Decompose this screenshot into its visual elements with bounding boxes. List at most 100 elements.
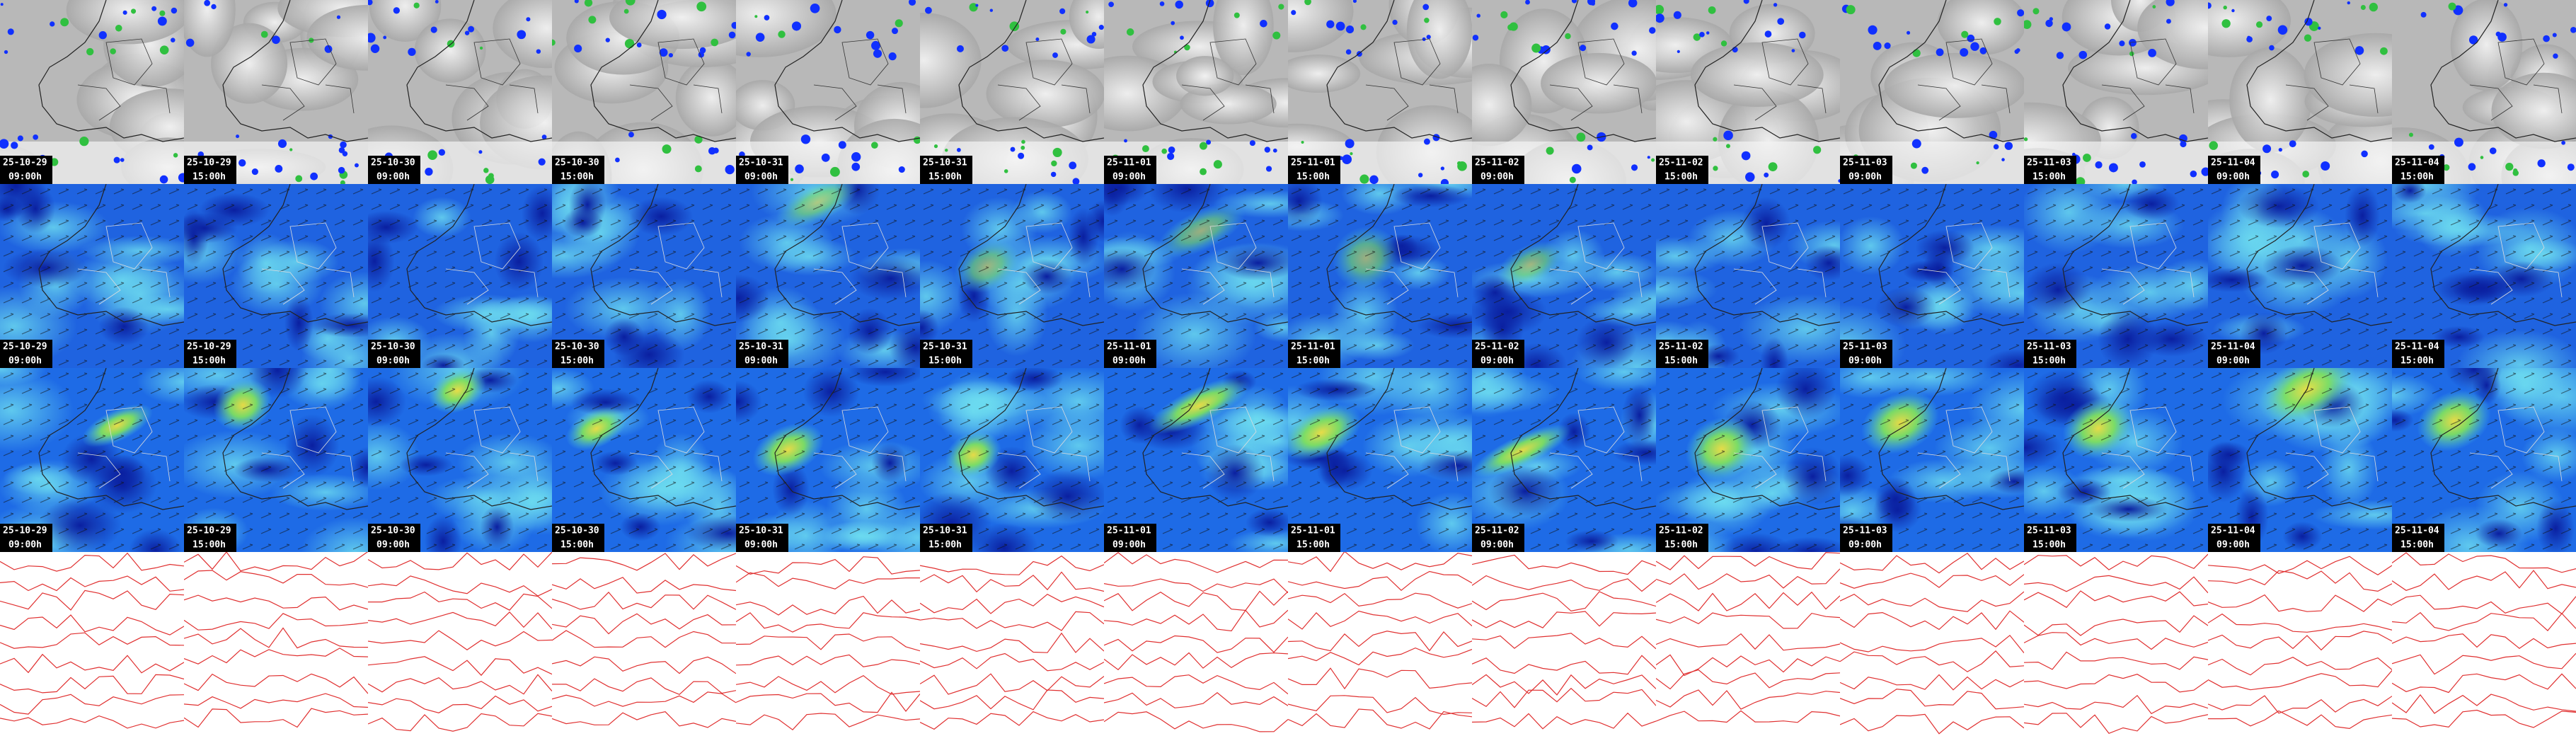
precip [1418,173,1423,178]
precip [541,134,547,139]
coastline [1510,368,1656,510]
time-label: 15:00h [1296,356,1330,367]
precip [2428,144,2434,150]
precip [1976,161,1979,165]
tile-content [1288,552,1472,736]
borders [2285,38,2379,121]
isobar [1840,553,2024,574]
time-label: 09:00h [1112,356,1146,367]
wind-vectors [552,368,736,552]
date-label: 25-10-30 [371,158,415,168]
precip [628,132,634,138]
precip [2255,21,2263,28]
precip [33,134,38,140]
coastline [1326,0,1472,142]
tile-content [1840,552,2024,736]
precip [851,152,861,162]
map-tile: 25-11-04 09:00h [2208,0,2392,184]
precip [1069,161,1077,170]
precip [615,157,620,163]
time-label: 15:00h [560,540,594,551]
label-box [184,156,236,184]
map-tile: 25-11-02 15:00h [1656,368,1840,552]
isobar [1472,611,1656,628]
label-box [920,340,972,368]
precip [1278,4,1284,10]
coastline [1878,0,2024,142]
isobar [736,572,920,590]
isobar [1104,635,1288,653]
precip [1713,137,1718,142]
background [552,552,736,736]
map-tile: 25-10-30 15:00h [552,368,736,552]
isobar [368,575,552,597]
precip [1708,6,1716,14]
precip [1142,145,1149,153]
date-label: 25-10-30 [371,342,415,352]
precip [110,48,116,54]
precip [289,148,293,151]
precip [1352,0,1357,4]
date-label: 25-10-29 [3,342,47,352]
coastline [1878,184,2024,326]
time-label: 09:00h [1848,172,1882,183]
precip [113,156,120,163]
precip [2024,20,2032,29]
precip [1360,24,1367,30]
map-tile: 25-10-31 09:00h [736,0,920,184]
wind-vectors [1472,368,1656,552]
precip [1799,31,1806,39]
isobar [1840,634,2024,653]
coastline [590,0,736,142]
borders [2101,222,2195,305]
precip [1175,0,1183,9]
coastline [38,368,184,510]
tile-content [1288,184,1472,368]
coastline [38,0,184,142]
precip [2083,154,2091,162]
borders [1733,406,1827,489]
precip [1345,25,1355,34]
precip [1021,139,1025,144]
precip [795,164,804,173]
precip [1911,139,1921,149]
precip [526,17,531,22]
borders [629,38,723,121]
precip [178,173,184,183]
precip [956,148,961,152]
cloud [1288,0,1354,52]
map-tile: 25-11-01 09:00h [1104,184,1288,368]
isobar [1472,655,1656,675]
precip [1168,146,1175,154]
label-box [920,156,972,184]
isobar [2024,590,2208,609]
isobar [1656,654,1840,677]
borders [1917,38,2011,121]
map-tile [1840,552,2024,736]
time-label: 09:00h [2216,540,2250,551]
isobar [2024,713,2208,735]
map-tile: 25-11-03 09:00h [1840,0,2024,184]
isobar [736,556,920,575]
cloud [414,18,486,83]
precip [898,166,905,173]
isobar [1288,552,1472,573]
precip [1838,179,1840,183]
precip [1086,35,1096,44]
label-box [368,340,420,368]
isobar [0,552,184,572]
precip [159,175,168,184]
tile-content [368,0,552,184]
date-label: 25-10-31 [739,526,783,536]
map-tile [1472,552,1656,736]
precip [975,4,979,7]
precip [7,28,14,35]
isobar [368,674,552,695]
precip [2231,8,2235,13]
precip [1072,178,1080,184]
tile-content [1104,0,1288,184]
cloud [1472,64,1532,146]
isobar [920,555,1104,575]
precip [2278,147,2282,152]
coastline [590,368,736,510]
